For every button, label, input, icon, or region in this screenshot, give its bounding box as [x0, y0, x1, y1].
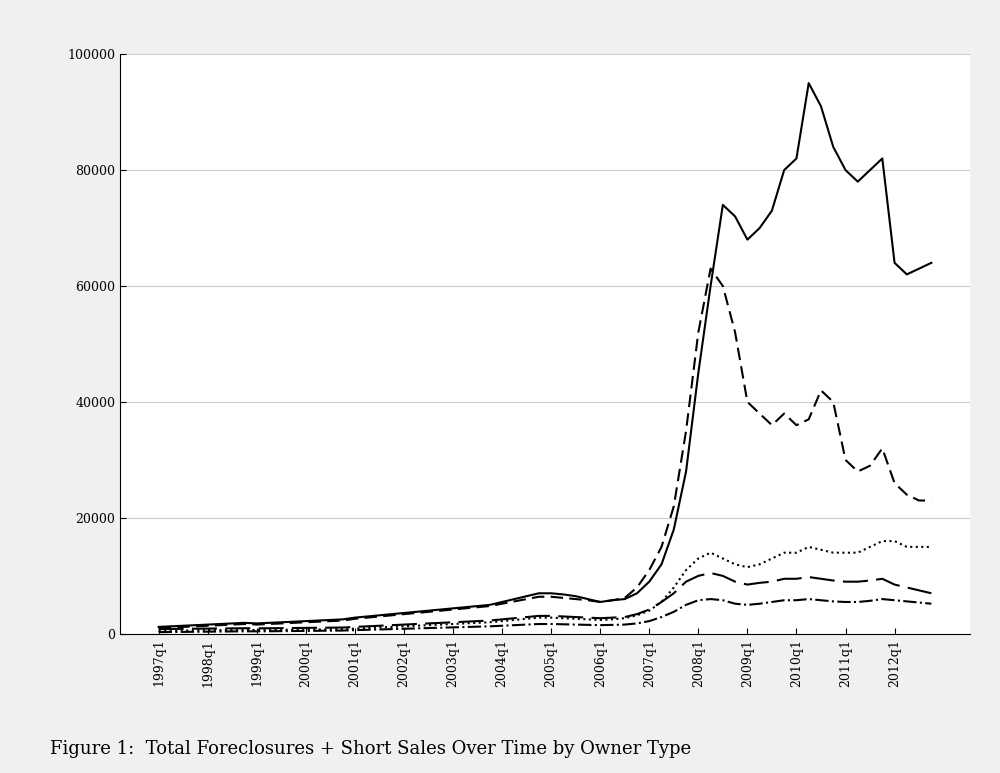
Subprime	[643, 566, 655, 575]
FHA/VA	[153, 626, 165, 635]
Prime	[803, 78, 815, 87]
Line: Subprime: Subprime	[159, 268, 931, 628]
Line: Prime: Prime	[159, 83, 931, 627]
Subprime	[533, 592, 545, 601]
Cash	[153, 628, 165, 637]
Subprime	[251, 620, 263, 629]
Prime	[925, 258, 937, 267]
Small	[656, 598, 668, 607]
Subprime	[153, 623, 165, 632]
Subprime	[472, 603, 484, 612]
Cash	[705, 594, 717, 604]
Prime	[251, 618, 263, 628]
Prime	[153, 622, 165, 632]
Cash	[251, 627, 263, 636]
Prime	[656, 560, 668, 569]
FHA/VA	[876, 536, 888, 546]
FHA/VA	[643, 606, 655, 615]
FHA/VA	[533, 613, 545, 622]
Cash	[582, 620, 594, 629]
Prime	[643, 577, 655, 586]
Cash	[656, 612, 668, 621]
Small	[705, 568, 717, 577]
FHA/VA	[472, 618, 484, 628]
FHA/VA	[656, 598, 668, 607]
Small	[472, 617, 484, 626]
Small	[643, 604, 655, 614]
Line: Small: Small	[159, 573, 931, 629]
Cash	[472, 622, 484, 632]
Subprime	[656, 543, 668, 552]
Small	[251, 624, 263, 633]
Subprime	[582, 595, 594, 604]
Cash	[533, 619, 545, 628]
Prime	[582, 594, 594, 604]
Cash	[643, 617, 655, 626]
Prime	[472, 601, 484, 611]
Line: Cash: Cash	[159, 599, 931, 632]
Small	[582, 613, 594, 622]
Subprime	[705, 264, 717, 273]
Line: FHA/VA: FHA/VA	[159, 541, 931, 631]
Small	[533, 611, 545, 621]
FHA/VA	[251, 625, 263, 635]
Small	[153, 625, 165, 634]
Cash	[925, 599, 937, 608]
FHA/VA	[925, 543, 937, 552]
FHA/VA	[582, 615, 594, 624]
Prime	[533, 589, 545, 598]
Small	[925, 589, 937, 598]
Text: Figure 1:  Total Foreclosures + Short Sales Over Time by Owner Type: Figure 1: Total Foreclosures + Short Sal…	[50, 740, 691, 758]
Subprime	[925, 496, 937, 506]
